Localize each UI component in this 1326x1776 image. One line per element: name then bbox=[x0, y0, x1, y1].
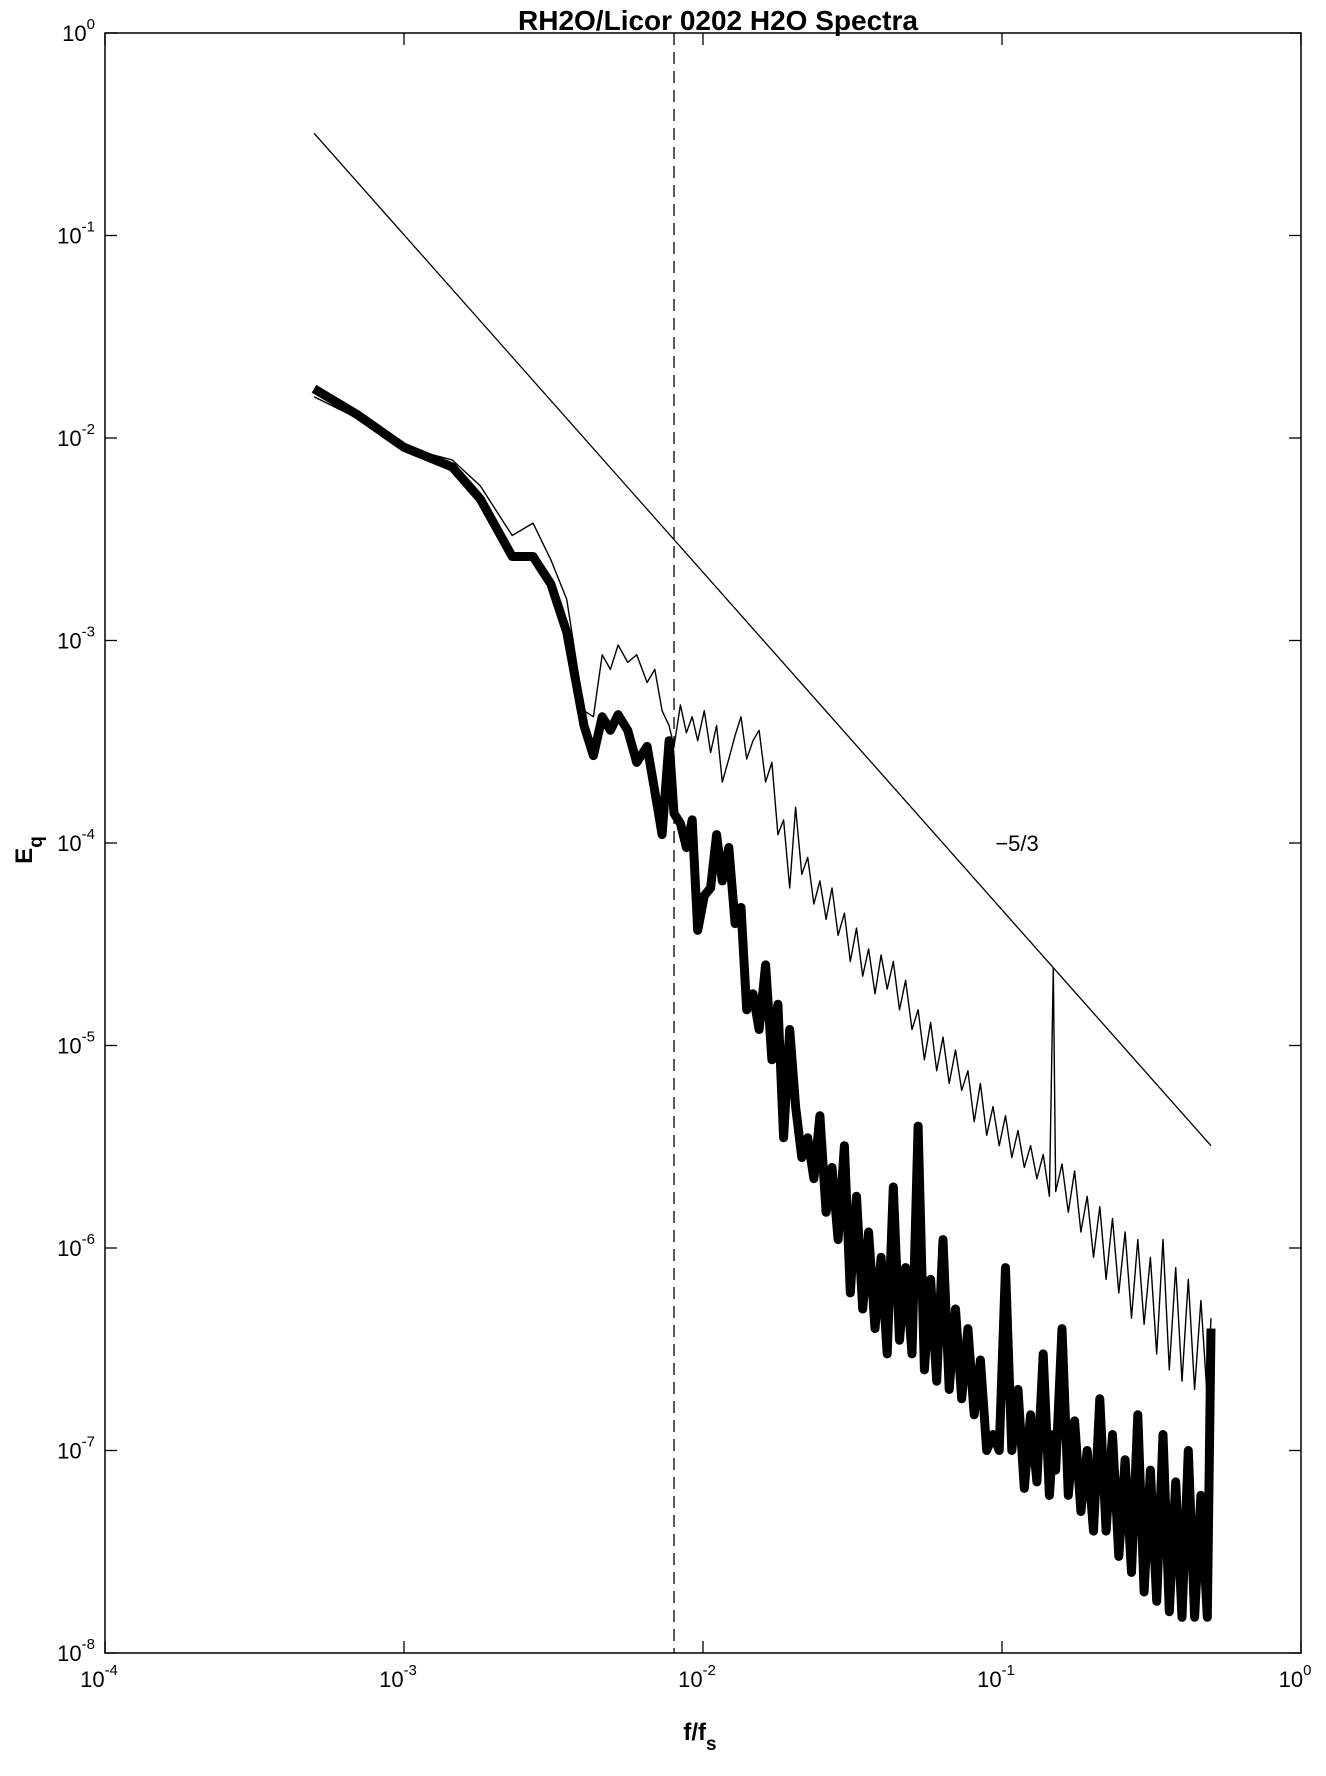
y-tick-label-base: 10 bbox=[57, 1439, 81, 1464]
x-tick-label-exp: -2 bbox=[703, 1662, 716, 1679]
y-tick-label: 100 bbox=[62, 16, 95, 46]
x-tick-label-base: 10 bbox=[1279, 1667, 1303, 1692]
y-tick-label: 10-7 bbox=[57, 1434, 95, 1464]
y-tick-label-exp: -2 bbox=[82, 421, 95, 438]
y-tick-label-exp: -8 bbox=[82, 1636, 95, 1653]
x-tick-label-exp: -1 bbox=[1002, 1662, 1015, 1679]
x-tick-label-base: 10 bbox=[379, 1667, 403, 1692]
y-tick-label-exp: -5 bbox=[82, 1029, 95, 1046]
plot-frame bbox=[104, 32, 1302, 1654]
y-tick-label-base: 10 bbox=[57, 1236, 81, 1261]
x-axis-label-sub: s bbox=[706, 1734, 717, 1755]
x-axis-ticks: 10-4 10-3 10-2 10-1 100 bbox=[80, 33, 1311, 1692]
x-tick-label: 10-3 bbox=[379, 1662, 417, 1692]
y-tick-label-exp: -1 bbox=[82, 219, 95, 236]
y-tick-label: 10-8 bbox=[57, 1636, 95, 1666]
y-tick-label: 10-1 bbox=[57, 219, 95, 249]
slope-reference-line bbox=[313, 132, 1212, 1147]
x-tick-label: 10-4 bbox=[80, 1662, 118, 1692]
y-tick-label: 10-6 bbox=[57, 1231, 95, 1261]
y-tick-label: 10-3 bbox=[57, 624, 95, 654]
y-axis-label-base: E bbox=[11, 848, 38, 864]
y-tick-label-exp: -6 bbox=[82, 1231, 95, 1248]
y-tick-label-base: 10 bbox=[57, 1034, 81, 1059]
y-axis-label: Eq bbox=[11, 836, 47, 864]
chart-title: RH2O/Licor 0202 H2O Spectra bbox=[518, 5, 918, 36]
y-tick-label-base: 10 bbox=[57, 831, 81, 856]
y-tick-label-exp: 0 bbox=[87, 16, 95, 33]
y-axis-label-sub: q bbox=[26, 836, 47, 848]
x-axis-label: f/fs bbox=[683, 1719, 716, 1755]
x-tick-label-exp: 0 bbox=[1303, 1662, 1311, 1679]
y-tick-label-base: 10 bbox=[62, 21, 86, 46]
x-tick-label: 10-1 bbox=[977, 1662, 1015, 1692]
x-tick-label-exp: -3 bbox=[404, 1662, 417, 1679]
x-tick-label-exp: -4 bbox=[105, 1662, 118, 1679]
series-line-thick bbox=[311, 384, 1216, 1622]
x-tick-label: 100 bbox=[1279, 1662, 1312, 1692]
y-tick-label: 10-2 bbox=[57, 421, 95, 451]
y-tick-label-base: 10 bbox=[57, 1641, 81, 1666]
y-tick-label-exp: -7 bbox=[82, 1434, 95, 1451]
y-tick-label-base: 10 bbox=[57, 224, 81, 249]
x-tick-label: 10-2 bbox=[678, 1662, 716, 1692]
y-tick-label: 10-5 bbox=[57, 1029, 95, 1059]
x-tick-label-base: 10 bbox=[80, 1667, 104, 1692]
series-line-thin bbox=[313, 396, 1212, 1400]
x-tick-label-base: 10 bbox=[977, 1667, 1001, 1692]
y-tick-label-exp: -3 bbox=[82, 624, 95, 641]
y-tick-label-exp: -4 bbox=[82, 826, 95, 843]
y-tick-label-base: 10 bbox=[57, 426, 81, 451]
slope-label: −5/3 bbox=[995, 831, 1038, 856]
y-tick-label: 10-4 bbox=[57, 826, 95, 856]
y-tick-label-base: 10 bbox=[57, 629, 81, 654]
x-axis-label-base: f/f bbox=[683, 1719, 707, 1746]
x-tick-label-base: 10 bbox=[678, 1667, 702, 1692]
